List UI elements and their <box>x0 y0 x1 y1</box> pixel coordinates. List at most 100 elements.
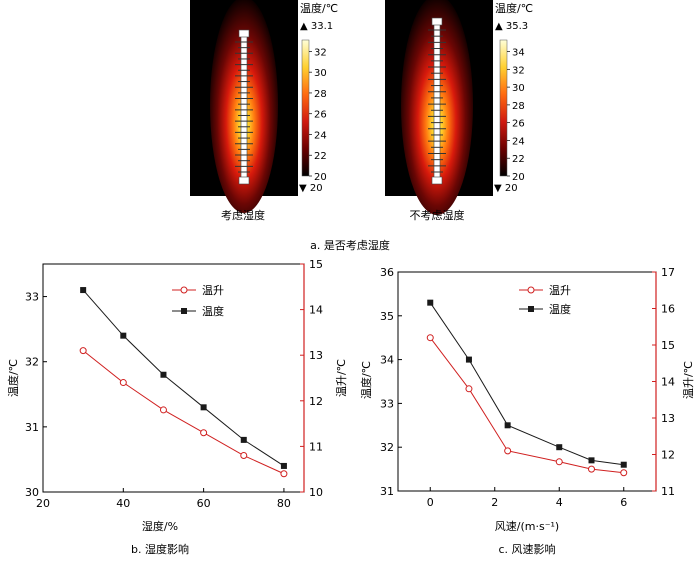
legend-c: 温升 温度 <box>519 284 571 316</box>
data-point <box>80 287 87 294</box>
y-tick-label: 33 <box>380 397 394 410</box>
colorbar-1 <box>301 39 310 177</box>
series-line <box>429 302 624 466</box>
y2-tick-label: 15 <box>661 339 675 352</box>
insulator-bottom-fitting <box>238 176 250 185</box>
x-tick-label: 2 <box>491 496 498 509</box>
y-tick-label: 30 <box>25 486 39 499</box>
min-label-1: ▼ 20 <box>299 183 323 194</box>
series-b <box>79 287 288 478</box>
caption-c: c. 风速影响 <box>498 543 555 556</box>
x-tick-label: 0 <box>427 496 434 509</box>
series-line <box>82 289 285 467</box>
y2-tick-label: 10 <box>309 486 323 499</box>
insulator-top-fitting <box>431 17 443 26</box>
max-label-1: ▲ 33.1 <box>300 21 333 32</box>
y2-axis-label-b: 温升/℃ <box>335 359 348 397</box>
y2-tick-label: 11 <box>661 485 675 498</box>
colorbar-tick-label: 22 <box>512 154 525 165</box>
caption-b: b. 湿度影响 <box>131 542 189 556</box>
y2-tick-label: 15 <box>309 258 323 271</box>
y-tick-label: 31 <box>380 485 394 498</box>
colorbar-ticks-2: 34 32 30 28 26 24 22 20 <box>507 48 525 183</box>
legend-marker-temperature-b <box>181 308 187 314</box>
data-point <box>555 458 563 466</box>
x-tick-label: 40 <box>116 497 130 510</box>
data-point <box>465 385 473 393</box>
caption-a: a. 是否考虑湿度 <box>310 238 390 252</box>
data-point <box>240 436 247 443</box>
colorbar-tick-label: 28 <box>512 101 525 112</box>
data-point <box>620 461 627 468</box>
thermal-panel-2: 温度/℃ ▲ 35.3 34 32 30 28 26 24 22 20 ▼ 20 不考虑湿度 <box>385 0 533 222</box>
y-ticks-c: 31 32 33 34 35 36 <box>380 266 402 498</box>
y-axis-label-c: 温度/℃ <box>359 361 373 399</box>
y-tick-label: 32 <box>25 356 39 369</box>
data-point <box>427 299 434 306</box>
insulator-1 <box>235 29 253 185</box>
colorbar-tick-label: 20 <box>314 172 327 183</box>
legend-marker-temp-rise-b <box>180 286 188 294</box>
y-axis-label-b: 温度/℃ <box>6 359 20 397</box>
x-tick-label: 80 <box>277 497 291 510</box>
colorbar-tick-label: 34 <box>512 48 525 59</box>
y2-tick-label: 14 <box>661 376 675 389</box>
y-tick-label: 33 <box>25 291 39 304</box>
data-point <box>426 334 434 342</box>
colorbar-tick-label: 26 <box>512 119 525 130</box>
x-ticks-c: 0 2 4 6 <box>427 487 627 509</box>
x-axis-label-b: 湿度/% <box>142 519 178 533</box>
plot-frame-c <box>397 271 657 492</box>
y2-tick-label: 12 <box>661 449 675 462</box>
colorbar-tick-label: 20 <box>512 172 525 183</box>
legend-label-temp-rise-c: 温升 <box>549 284 571 297</box>
chart-humidity: 20 40 60 80 30 31 32 33 10 11 12 13 14 15 湿度/% 温度/℃… <box>6 258 348 556</box>
data-point <box>200 404 207 411</box>
data-point <box>120 332 127 339</box>
y2-tick-label: 11 <box>309 440 323 453</box>
y-tick-label: 36 <box>380 266 394 279</box>
y-tick-label: 35 <box>380 310 394 323</box>
series-line <box>82 350 285 475</box>
y-ticks-b: 30 31 32 33 <box>25 291 47 499</box>
data-point <box>588 457 595 464</box>
data-point <box>556 444 563 451</box>
legend-b: 温升 温度 <box>172 284 224 318</box>
data-point <box>504 447 512 455</box>
thermal-panel-1: 温度/℃ ▲ 33.1 32 30 28 26 24 22 20 ▼ 20 考虑湿度 <box>190 0 338 222</box>
legend-label-temperature-c: 温度 <box>549 302 571 316</box>
colorbar-unit-1: 温度/℃ <box>300 1 338 15</box>
data-point <box>588 465 595 473</box>
thermal-caption-2: 不考虑湿度 <box>410 208 465 222</box>
y2-tick-label: 13 <box>309 349 323 362</box>
colorbar-tick-label: 30 <box>512 83 525 94</box>
legend-marker-temperature-c <box>528 306 534 312</box>
plot-frame-b <box>42 263 305 493</box>
y2-tick-label: 13 <box>661 412 675 425</box>
x-axis-label-c: 风速/(m·s⁻¹) <box>495 520 559 533</box>
insulator-2 <box>428 17 446 185</box>
colorbar-tick-label: 32 <box>512 65 525 76</box>
data-point <box>200 429 208 437</box>
colorbar-ticks-1: 32 30 28 26 24 22 20 <box>309 47 327 183</box>
min-label-2: ▼ 20 <box>494 183 518 194</box>
colorbar-tick-label: 26 <box>314 110 327 121</box>
y-tick-label: 31 <box>25 421 39 434</box>
data-point <box>159 406 167 414</box>
insulator-top-fitting <box>238 29 250 38</box>
data-point <box>79 347 87 355</box>
colorbar-tick-label: 32 <box>314 47 327 58</box>
y2-tick-label: 14 <box>309 304 323 317</box>
data-point <box>280 470 288 478</box>
x-tick-label: 60 <box>197 497 211 510</box>
x-tick-label: 20 <box>36 497 50 510</box>
y2-tick-label: 12 <box>309 395 323 408</box>
y-tick-label: 32 <box>380 441 394 454</box>
data-point <box>465 356 472 363</box>
colorbar-unit-2: 温度/℃ <box>495 1 533 15</box>
colorbar-tick-label: 30 <box>314 68 327 79</box>
y2-ticks-b: 10 11 12 13 14 15 <box>300 258 323 499</box>
y2-tick-label: 16 <box>661 303 675 316</box>
insulator-bottom-fitting <box>431 176 443 185</box>
